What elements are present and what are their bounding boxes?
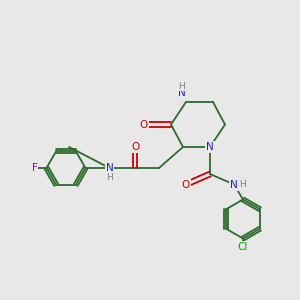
Text: N: N (106, 163, 113, 173)
Text: H: H (106, 172, 113, 182)
Text: Cl: Cl (238, 242, 248, 253)
Text: N: N (178, 88, 185, 98)
Text: H: H (178, 82, 185, 91)
Text: O: O (131, 142, 139, 152)
Text: N: N (206, 142, 214, 152)
Text: N: N (230, 179, 238, 190)
Text: O: O (140, 119, 148, 130)
Text: O: O (182, 179, 190, 190)
Text: H: H (239, 180, 246, 189)
Text: F: F (32, 163, 38, 173)
